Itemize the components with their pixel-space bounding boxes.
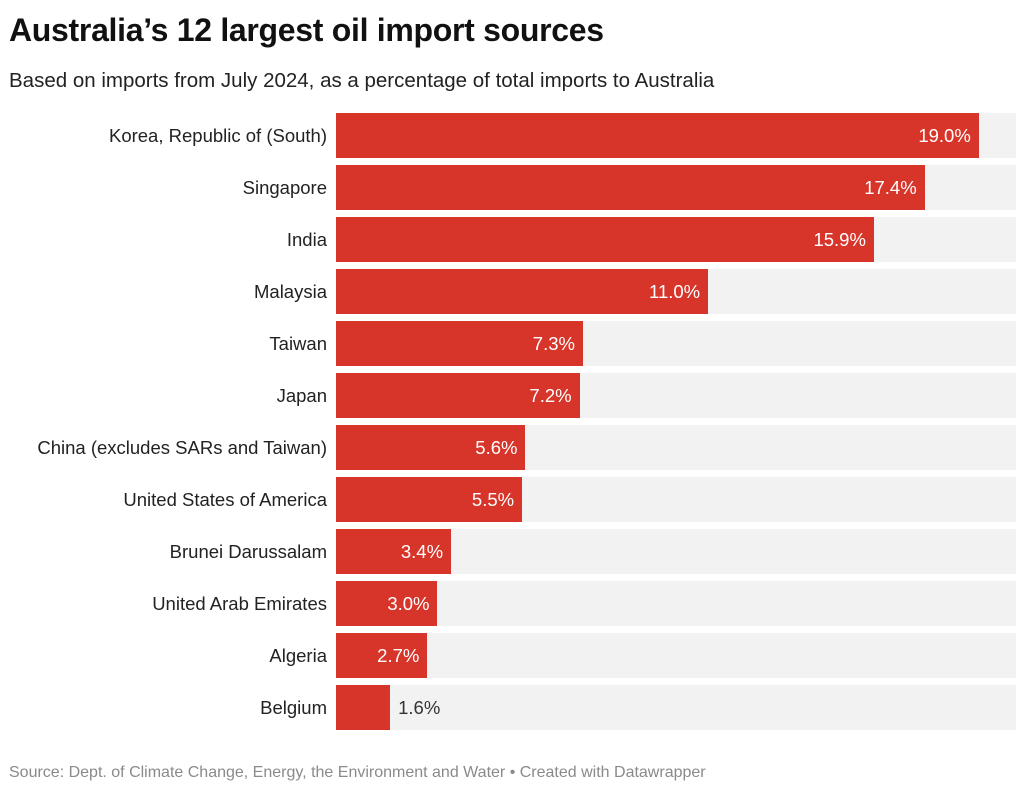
value-label: 17.4% <box>864 177 917 198</box>
category-label: China (excludes SARs and Taiwan) <box>37 437 327 458</box>
bar <box>336 321 583 366</box>
category-label: Algeria <box>269 645 327 666</box>
category-label: United States of America <box>123 489 327 510</box>
category-label: Japan <box>276 385 327 406</box>
bar-row: India 15.9% <box>0 217 1024 262</box>
category-label: United Arab Emirates <box>152 593 327 614</box>
value-label: 15.9% <box>813 229 866 250</box>
value-label: 7.3% <box>532 333 575 354</box>
bar-row: Belgium 1.6% <box>0 685 1024 730</box>
bar <box>336 113 979 158</box>
category-label: Belgium <box>260 697 327 718</box>
bar <box>336 425 526 470</box>
bar <box>336 373 580 418</box>
category-label: Taiwan <box>269 333 327 354</box>
bar-row: Malaysia 11.0% <box>0 269 1024 314</box>
value-label: 2.7% <box>377 645 420 666</box>
bar-row: United Arab Emirates 3.0% <box>0 581 1024 626</box>
bar <box>336 165 925 210</box>
value-label: 11.0% <box>649 281 701 302</box>
bar <box>336 581 438 626</box>
category-label: Malaysia <box>254 281 327 302</box>
bar-row: Taiwan 7.3% <box>0 321 1024 366</box>
bar <box>336 529 452 574</box>
bar-row: China (excludes SARs and Taiwan) 5.6% <box>0 425 1024 470</box>
category-label: Brunei Darussalam <box>169 541 327 562</box>
bar-row: Japan 7.2% <box>0 373 1024 418</box>
bar-row: Brunei Darussalam 3.4% <box>0 529 1024 574</box>
source-note: Source: Dept. of Climate Change, Energy,… <box>9 764 706 781</box>
bar <box>336 269 709 314</box>
bar-row: Algeria 2.7% <box>0 633 1024 678</box>
value-label: 3.0% <box>387 593 430 614</box>
category-label: Korea, Republic of (South) <box>108 125 327 146</box>
bar-row: Korea, Republic of (South) 19.0% <box>0 113 1024 158</box>
category-label: India <box>286 229 327 250</box>
value-label: 1.6% <box>398 697 441 718</box>
value-label: 7.2% <box>529 385 572 406</box>
category-label: Singapore <box>242 177 327 198</box>
value-label: 19.0% <box>918 125 971 146</box>
chart-subtitle: Based on imports from July 2024, as a pe… <box>9 69 715 92</box>
bar <box>336 217 874 262</box>
bar-track <box>336 581 1016 626</box>
bar <box>336 477 523 522</box>
value-label: 5.5% <box>471 489 515 510</box>
value-label: 5.6% <box>475 437 518 458</box>
bar-track <box>336 633 1016 678</box>
value-label: 3.4% <box>400 541 444 562</box>
bar <box>336 685 391 730</box>
bar-row: United States of America 5.5% <box>0 477 1024 522</box>
bar <box>336 633 428 678</box>
bar-track <box>336 685 1016 730</box>
chart-title: Australia’s 12 largest oil import source… <box>9 12 604 48</box>
bar-row: Singapore 17.4% <box>0 165 1024 210</box>
